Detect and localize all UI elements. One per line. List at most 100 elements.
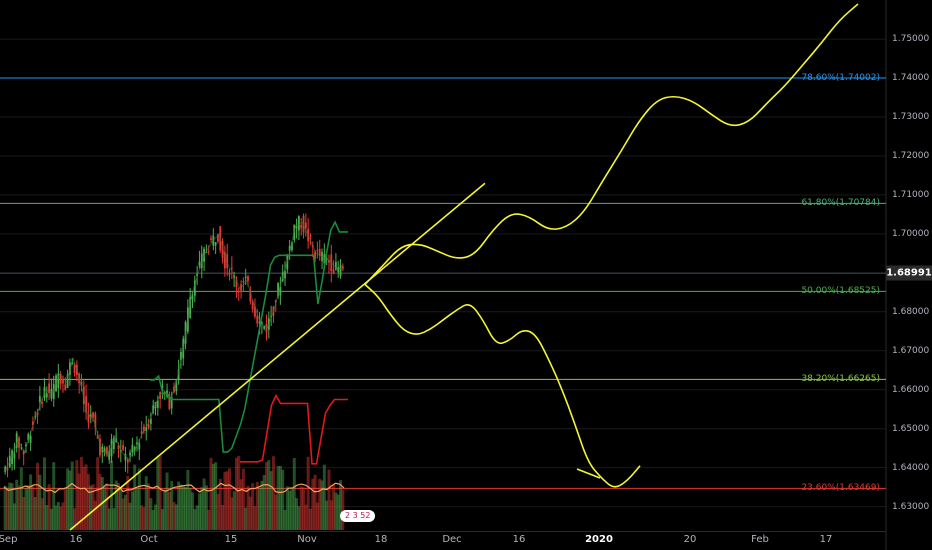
close-line bbox=[3, 221, 344, 472]
volume-bar bbox=[216, 493, 220, 530]
volume-bar bbox=[218, 478, 222, 530]
candle-body bbox=[254, 306, 256, 317]
candle-body bbox=[323, 254, 326, 264]
candle-body bbox=[122, 445, 125, 450]
volume-bar bbox=[45, 505, 49, 530]
volume-bar bbox=[237, 455, 241, 530]
volume-bar bbox=[225, 471, 229, 530]
candle-body bbox=[131, 444, 134, 453]
candle-body bbox=[38, 396, 41, 402]
volume-bar bbox=[17, 485, 21, 530]
volume-bar bbox=[66, 468, 70, 530]
candle-body bbox=[66, 374, 69, 389]
candle-body bbox=[341, 266, 344, 269]
volume-bar bbox=[251, 483, 255, 530]
candle-body bbox=[168, 394, 171, 410]
candle-body bbox=[145, 427, 148, 432]
volume-bar bbox=[260, 480, 264, 530]
volume-bar bbox=[313, 474, 317, 530]
volume-bar bbox=[308, 508, 312, 530]
volume-bar bbox=[137, 468, 141, 530]
candle-body bbox=[64, 384, 67, 390]
volume-bar bbox=[89, 485, 93, 530]
candle-body bbox=[15, 433, 18, 448]
volume-bar bbox=[267, 460, 271, 530]
volume-bar bbox=[239, 479, 243, 530]
volume-bar bbox=[241, 468, 245, 530]
volume-bar bbox=[299, 486, 303, 530]
annotation-projection_down[interactable] bbox=[364, 283, 641, 488]
volume-bar bbox=[193, 509, 197, 530]
candle-body bbox=[297, 216, 300, 231]
candle-body bbox=[235, 279, 238, 288]
candle-body bbox=[193, 280, 196, 296]
volume-bar bbox=[292, 458, 296, 530]
volume-bar bbox=[47, 484, 51, 530]
candle-body bbox=[73, 365, 76, 374]
annotation-trendline[interactable] bbox=[69, 182, 486, 531]
volume-bar bbox=[153, 504, 157, 530]
candle-body bbox=[284, 270, 286, 279]
volume-bar bbox=[130, 491, 134, 530]
candle-body bbox=[50, 389, 53, 399]
volume-bar bbox=[288, 490, 292, 530]
candle-body bbox=[244, 276, 247, 279]
volume-bar bbox=[24, 487, 28, 530]
candle-body bbox=[339, 264, 342, 277]
volume-bar bbox=[38, 474, 42, 530]
candle-body bbox=[260, 322, 263, 324]
volume-bar bbox=[258, 487, 262, 530]
candle-body bbox=[99, 438, 101, 456]
volume-bar bbox=[107, 508, 111, 530]
volume-bar bbox=[19, 467, 23, 530]
candle-body bbox=[295, 226, 298, 229]
volume-bar bbox=[96, 457, 100, 530]
volume-bar bbox=[207, 509, 211, 530]
volume-bar bbox=[341, 489, 345, 530]
volume-bar bbox=[255, 481, 259, 530]
volume-bar bbox=[33, 496, 37, 530]
candle-body bbox=[332, 269, 335, 274]
volume-bar bbox=[278, 465, 282, 530]
volume-bar bbox=[295, 498, 299, 530]
volume-bar bbox=[191, 492, 195, 530]
volume-bar bbox=[221, 504, 225, 530]
candle-body bbox=[89, 414, 92, 418]
annotation-arrow-stub[interactable] bbox=[576, 468, 601, 479]
volume-bar bbox=[223, 471, 227, 530]
candle-body bbox=[217, 234, 219, 242]
indicator-line-1 bbox=[150, 220, 348, 453]
volume-bar bbox=[26, 485, 30, 530]
candle-body bbox=[156, 400, 159, 408]
volume-bars bbox=[3, 455, 345, 530]
volume-bar bbox=[119, 488, 123, 530]
volume-bar bbox=[184, 486, 188, 530]
candle-body bbox=[210, 238, 212, 240]
candle-body bbox=[161, 385, 164, 389]
volume-bar bbox=[79, 456, 83, 530]
volume-bar bbox=[246, 485, 250, 530]
volume-bar bbox=[211, 463, 215, 530]
candle-body bbox=[228, 272, 231, 275]
volume-bar bbox=[144, 476, 148, 530]
volume-ma-line bbox=[3, 482, 345, 494]
volume-bar bbox=[179, 484, 183, 530]
volume-bar bbox=[40, 498, 44, 530]
candle-body bbox=[129, 452, 131, 456]
candle-body bbox=[309, 235, 312, 237]
candle-body bbox=[22, 450, 25, 455]
volume-bar bbox=[281, 469, 285, 530]
candle-body bbox=[328, 260, 330, 263]
volume-bar bbox=[285, 486, 289, 530]
volume-bar bbox=[181, 486, 185, 530]
candle-body bbox=[124, 453, 127, 461]
volume-bar bbox=[158, 455, 162, 530]
volume-bar bbox=[52, 462, 56, 530]
volume-bar bbox=[147, 483, 151, 530]
candle-body bbox=[149, 418, 152, 424]
annotation-projection_up[interactable] bbox=[364, 3, 859, 286]
volume-bar bbox=[75, 460, 79, 530]
candle-body bbox=[20, 447, 23, 449]
candle-body bbox=[279, 286, 282, 296]
